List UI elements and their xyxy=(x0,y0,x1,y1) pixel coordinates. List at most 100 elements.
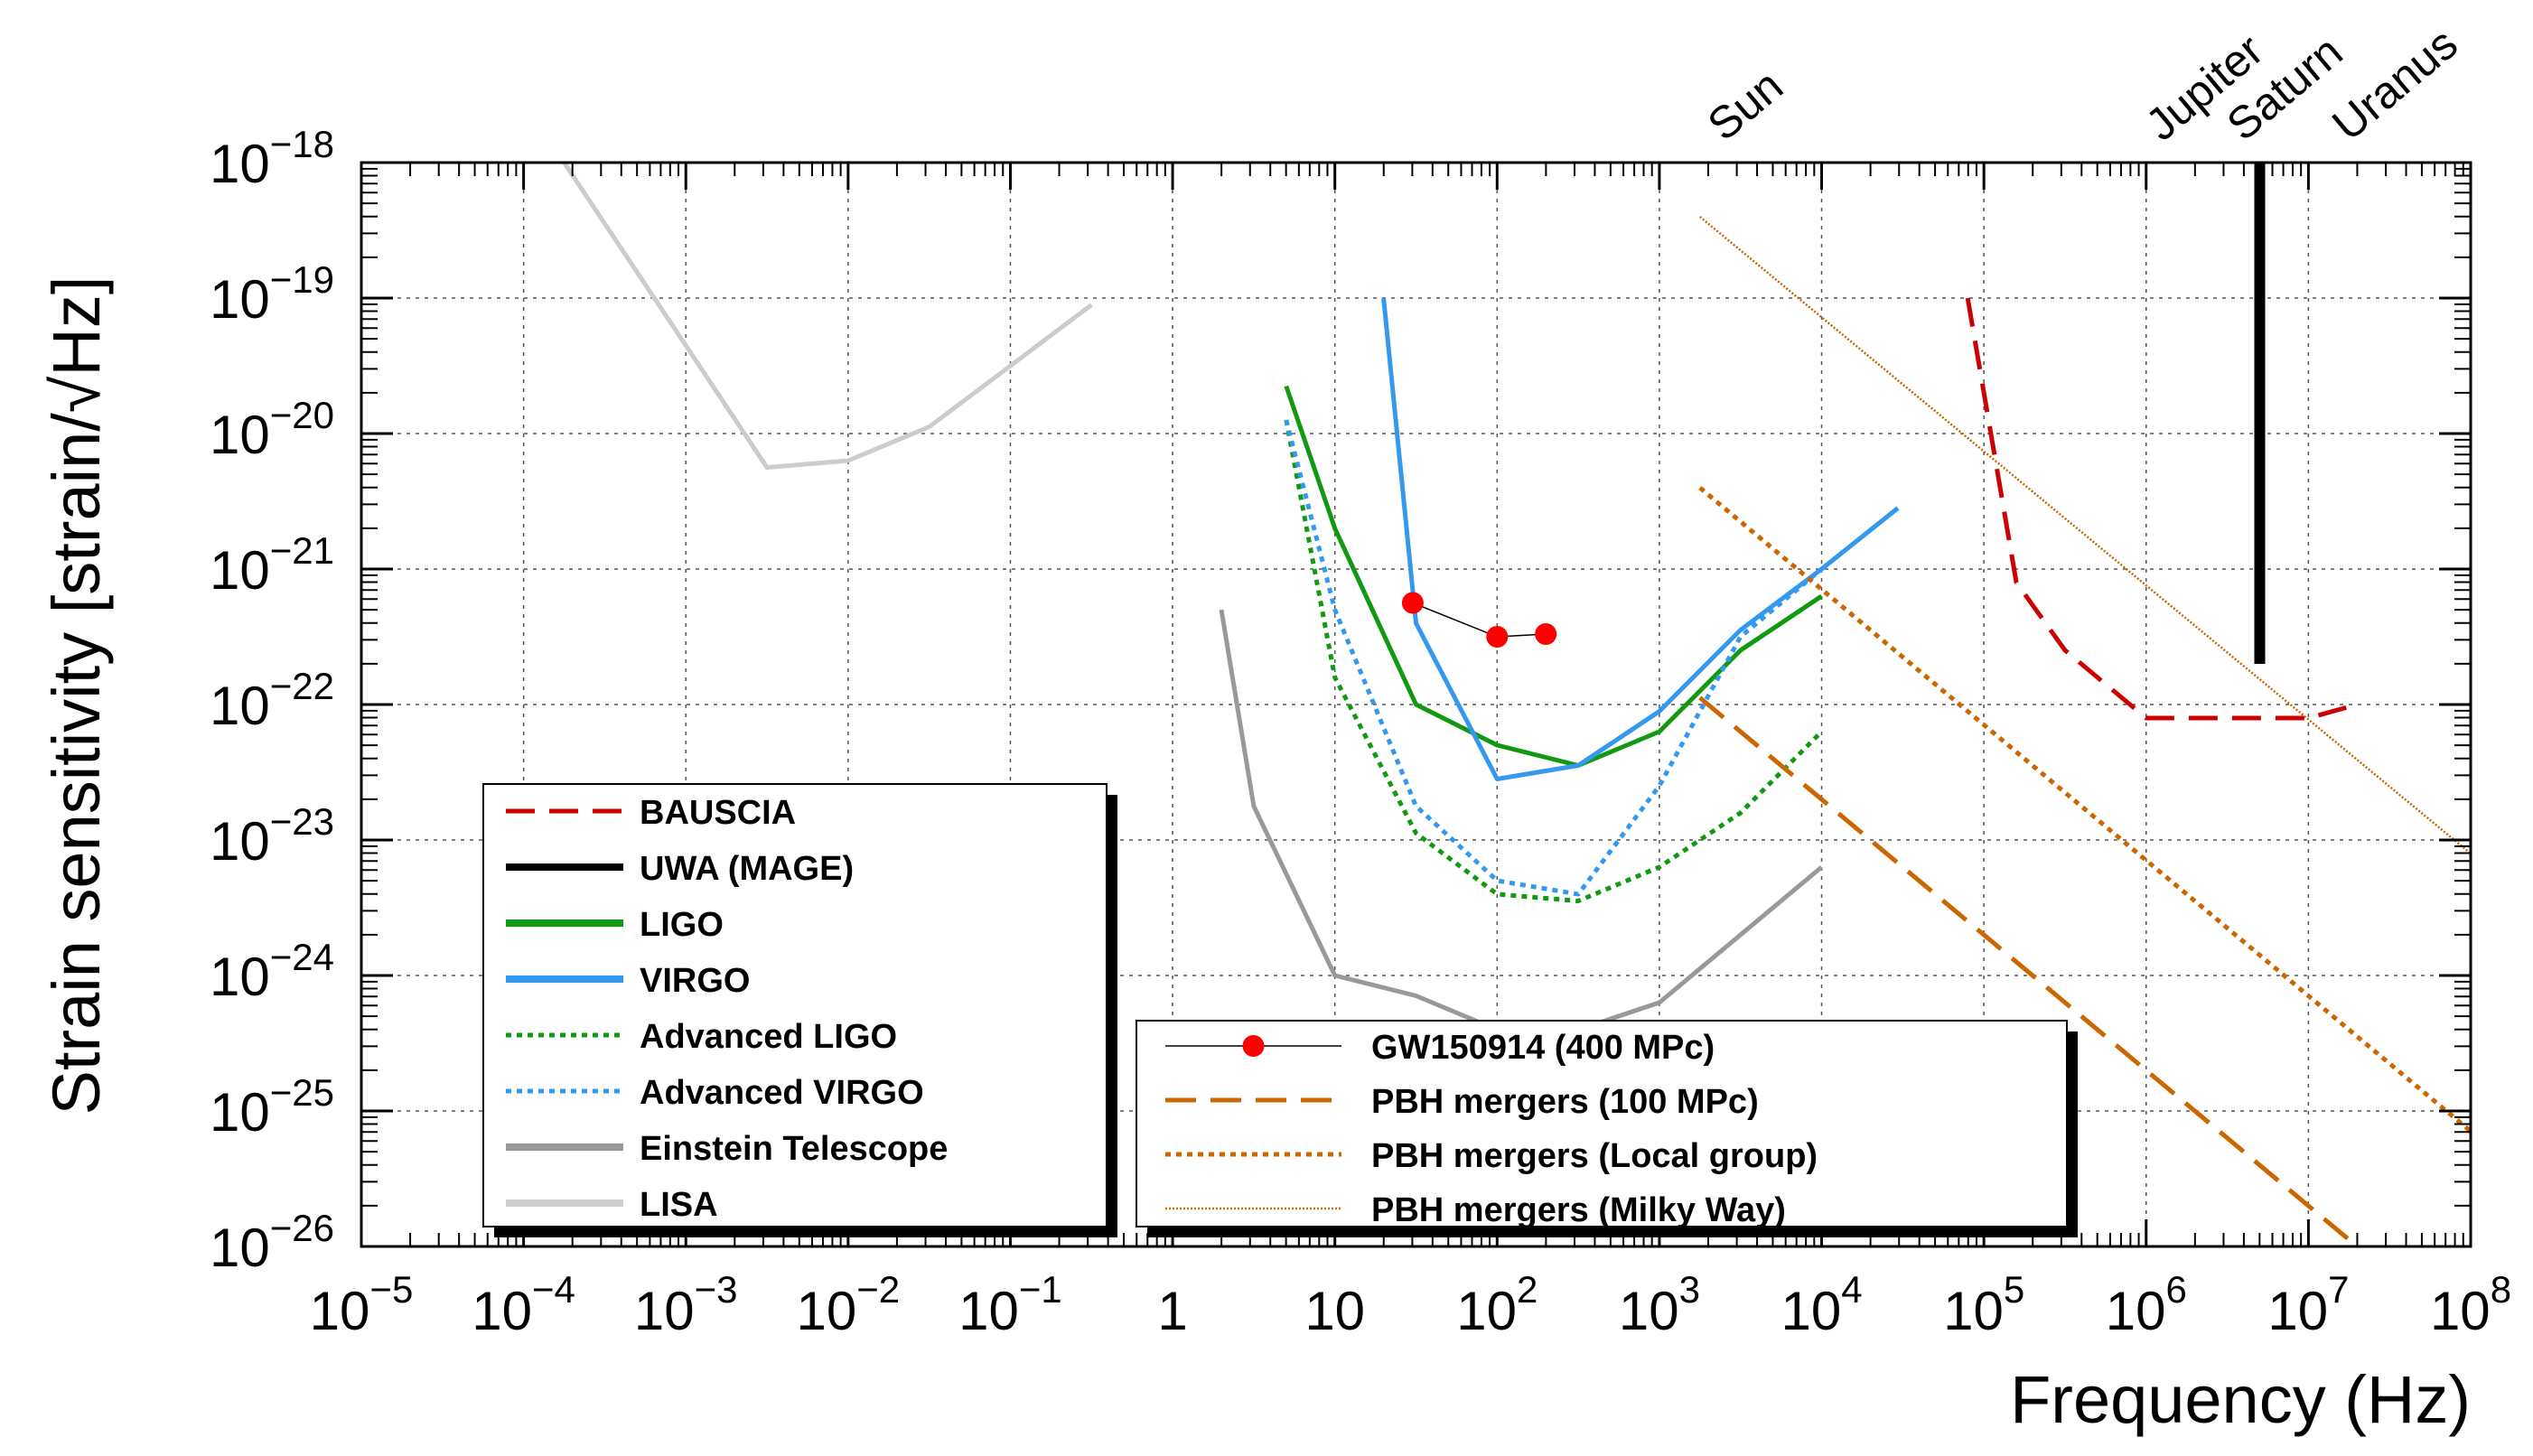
y-axis-label-text: Strain sensitivity [strain/√Hz] xyxy=(39,276,114,1115)
x-tick-base: 10 xyxy=(1456,1281,1517,1341)
legend-label-advanced-ligo: Advanced LIGO xyxy=(640,1018,897,1056)
marker-gw150914-400-mpc xyxy=(1535,623,1557,645)
x-tick-labels: 10−5 10−4 10−3 10−2 10−1 1 10 102 103 104 105 106 10… xyxy=(310,1268,2511,1341)
x-tick-base: 10 xyxy=(2430,1281,2491,1341)
series-bauscia xyxy=(1965,297,2358,721)
y-tick-label: 10−18 xyxy=(210,123,334,194)
x-tick-exponent: 7 xyxy=(2328,1268,2349,1311)
y-tick-label: 10−25 xyxy=(210,1071,334,1143)
y-tick-base: 10 xyxy=(210,947,270,1007)
y-tick-base: 10 xyxy=(210,811,270,872)
x-tick-label: 106 xyxy=(2106,1268,2187,1341)
y-tick-base: 10 xyxy=(210,269,270,330)
x-tick-exponent: −2 xyxy=(856,1268,900,1311)
series-pbh-mergers-milky-way xyxy=(1699,216,2472,854)
x-tick-exponent: −4 xyxy=(532,1268,575,1311)
y-tick-exponent: −26 xyxy=(270,1207,334,1249)
legend-label-ligo: LIGO xyxy=(640,906,724,944)
series-lisa xyxy=(562,161,1093,470)
x-tick-label: 102 xyxy=(1456,1268,1538,1341)
y-tick-label: 10−21 xyxy=(210,529,334,601)
y-tick-base: 10 xyxy=(210,676,270,736)
y-tick-label: 10−24 xyxy=(210,936,334,1007)
x-tick-exponent: −3 xyxy=(695,1268,738,1311)
x-tick-exponent: −1 xyxy=(1019,1268,1062,1311)
x-tick-exponent: 8 xyxy=(2491,1268,2511,1311)
y-tick-exponent: −19 xyxy=(270,258,334,301)
legend-label-einstein-telescope: Einstein Telescope xyxy=(640,1130,948,1168)
legend-label-pbh-mergers-local-group: PBH mergers (Local group) xyxy=(1371,1137,1818,1175)
legend-label-bauscia: BAUSCIA xyxy=(640,794,796,832)
legend-detectors: BAUSCIA UWA (MAGE) LIGO VIRGO Advanced LIGO A… xyxy=(482,783,1117,1237)
y-tick-label: 10−26 xyxy=(210,1207,334,1278)
y-tick-exponent: −25 xyxy=(270,1071,334,1114)
x-tick-exponent: 4 xyxy=(1841,1268,1862,1311)
x-tick-label: 107 xyxy=(2267,1268,2349,1341)
y-tick-exponent: −20 xyxy=(270,394,334,436)
x-tick-label: 104 xyxy=(1781,1268,1862,1341)
y-tick-base: 10 xyxy=(210,1082,270,1143)
series-advanced-virgo xyxy=(1284,419,1824,897)
x-tick-exponent: 3 xyxy=(1679,1268,1700,1311)
legend-label-pbh-mergers-100-mpc: PBH mergers (100 MPc) xyxy=(1371,1083,1759,1121)
x-tick-label: 10−2 xyxy=(797,1268,901,1341)
x-tick-label: 1 xyxy=(1157,1281,1187,1341)
x-tick-base: 10 xyxy=(634,1281,695,1341)
legend-sources: GW150914 (400 MPc) PBH mergers (100 MPc) P… xyxy=(1136,1020,2078,1237)
legend-label-gw150914-400-mpc: GW150914 (400 MPc) xyxy=(1371,1029,1715,1067)
x-tick-base: 10 xyxy=(958,1281,1019,1341)
marker-gw150914-400-mpc xyxy=(1401,592,1424,614)
x-tick-label: 10−1 xyxy=(958,1268,1062,1341)
x-tick-exponent: −5 xyxy=(369,1268,413,1311)
y-tick-labels: 10−1810−1910−2010−2110−2210−2310−2410−25… xyxy=(210,123,334,1278)
y-tick-label: 10−20 xyxy=(210,394,334,465)
legend-label-uwa-mage: UWA (MAGE) xyxy=(640,850,854,888)
series-pbh-mergers-local-group xyxy=(1698,486,2472,1134)
x-tick-base: 10 xyxy=(1304,1281,1365,1341)
legend-marker-gw150914-400-mpc xyxy=(1242,1035,1265,1057)
x-tick-label: 103 xyxy=(1619,1268,1700,1341)
x-tick-base: 10 xyxy=(1943,1281,2004,1341)
y-tick-label: 10−23 xyxy=(210,800,334,872)
x-tick-label: 10 xyxy=(1304,1281,1365,1341)
series-pbh-mergers-100-mpc xyxy=(1698,695,2359,1248)
y-axis-label-root: Hz xyxy=(39,294,114,376)
x-axis-label: Frequency (Hz) xyxy=(2010,1362,2471,1437)
legend-box xyxy=(482,783,1108,1227)
x-tick-exponent: 5 xyxy=(2004,1268,2024,1311)
x-tick-exponent: 2 xyxy=(1517,1268,1538,1311)
legend-label-advanced-virgo: Advanced VIRGO xyxy=(640,1074,924,1112)
y-axis-label-prefix: Strain sensitivity [strain/ xyxy=(39,413,114,1115)
y-tick-exponent: −21 xyxy=(270,529,334,572)
legend-label-lisa: LISA xyxy=(640,1186,718,1224)
y-tick-exponent: −24 xyxy=(270,936,334,978)
y-axis-label: Strain sensitivity [strain/√Hz] xyxy=(39,276,114,1115)
x-tick-label: 10−3 xyxy=(634,1268,738,1341)
legend-label-virgo: VIRGO xyxy=(640,962,750,1000)
legend-box xyxy=(1136,1020,2068,1227)
x-tick-base: 1 xyxy=(1157,1281,1187,1341)
x-tick-label: 10−5 xyxy=(310,1268,414,1341)
x-tick-exponent: 6 xyxy=(2165,1268,2186,1311)
y-axis-label-suffix: ] xyxy=(39,276,114,295)
sqrt-glyph: √ xyxy=(39,376,114,413)
y-tick-base: 10 xyxy=(210,540,270,601)
y-tick-base: 10 xyxy=(210,134,270,194)
x-tick-label: 105 xyxy=(1943,1268,2024,1341)
legend-label-pbh-mergers-milky-way: PBH mergers (Milky Way) xyxy=(1371,1191,1786,1229)
x-tick-base: 10 xyxy=(310,1281,370,1341)
x-tick-base: 10 xyxy=(2106,1281,2166,1341)
x-tick-label: 108 xyxy=(2430,1268,2511,1341)
y-tick-base: 10 xyxy=(210,405,270,465)
x-tick-base: 10 xyxy=(1781,1281,1841,1341)
y-tick-exponent: −23 xyxy=(270,800,334,843)
x-tick-base: 10 xyxy=(797,1281,857,1341)
x-tick-base: 10 xyxy=(2267,1281,2328,1341)
x-tick-base: 10 xyxy=(472,1281,532,1341)
y-tick-exponent: −22 xyxy=(270,665,334,707)
x-tick-label: 10−4 xyxy=(472,1268,575,1341)
y-tick-label: 10−19 xyxy=(210,258,334,330)
y-tick-base: 10 xyxy=(210,1218,270,1278)
